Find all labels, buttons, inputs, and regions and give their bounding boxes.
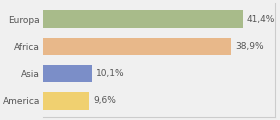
Text: 41,4%: 41,4% [247, 15, 276, 24]
Bar [43, 65, 92, 82]
Text: 10,1%: 10,1% [96, 69, 124, 78]
Bar [43, 10, 243, 28]
Text: 9,6%: 9,6% [93, 96, 116, 105]
Text: 38,9%: 38,9% [235, 42, 263, 51]
Bar [43, 92, 89, 110]
Bar [43, 38, 231, 55]
